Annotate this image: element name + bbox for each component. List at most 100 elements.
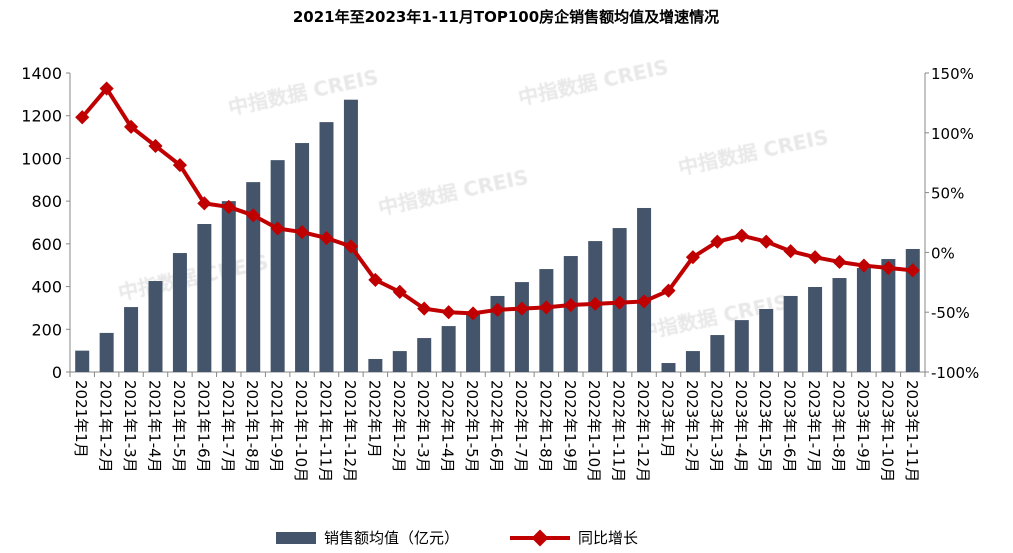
- x-tick-label: 2021年1-10月: [292, 380, 310, 482]
- bar-2023年1-6月: [783, 295, 798, 372]
- bar-2023年1-11月: [905, 248, 920, 372]
- x-tick-label: 2023年1-6月: [781, 380, 799, 473]
- x-tick-label: 2021年1-8月: [243, 380, 261, 473]
- bar-2021年1-9月: [270, 160, 285, 372]
- x-tick-label: 2023年1月: [659, 380, 677, 458]
- bar-2022年1-12月: [637, 207, 652, 372]
- growth-point-2021年1-9月: [270, 221, 285, 236]
- x-tick-label: 2021年1-4月: [146, 380, 164, 473]
- bar-2021年1-12月: [343, 99, 358, 373]
- growth-point-2022年1-8月: [539, 300, 554, 315]
- bar-2023年1月: [661, 363, 676, 372]
- left-tick-label: 1200: [21, 107, 62, 126]
- growth-point-2023年1-6月: [783, 244, 798, 259]
- bar-2023年1-5月: [759, 308, 774, 372]
- bar-2023年1-3月: [710, 335, 725, 372]
- right-tick-label: 0%: [931, 244, 955, 262]
- bar-2021年1-5月: [172, 253, 187, 372]
- left-tick-label: 600: [31, 235, 62, 254]
- legend-bar-label: 销售额均值（亿元）: [324, 529, 459, 547]
- x-tick-label: 2023年1-3月: [707, 380, 725, 473]
- growth-point-2022年1-3月: [417, 301, 432, 316]
- growth-point-2022年1-9月: [563, 297, 578, 313]
- x-tick-label: 2022年1-2月: [390, 380, 408, 473]
- bar-2022年1月: [368, 358, 383, 372]
- x-tick-label: 2021年1-11月: [317, 380, 335, 482]
- growth-point-2021年1-10月: [295, 224, 310, 240]
- bar-2022年1-3月: [417, 338, 432, 372]
- growth-point-2023年1月: [661, 283, 676, 298]
- growth-point-2021年1-6月: [197, 196, 212, 211]
- x-tick-label: 2022年1-3月: [414, 380, 432, 473]
- right-tick-label: 150%: [931, 65, 974, 83]
- growth-point-2021年1-8月: [246, 208, 261, 223]
- left-tick-label: 400: [31, 278, 62, 297]
- bar-2023年1-7月: [808, 286, 823, 372]
- x-tick-label: 2022年1-11月: [610, 380, 628, 482]
- growth-point-2022年1-2月: [392, 284, 407, 299]
- legend-line-marker: [531, 529, 549, 547]
- bar-2023年1-9月: [856, 267, 871, 372]
- bar-2022年1-8月: [539, 269, 554, 372]
- x-tick-label: 2023年1-4月: [732, 380, 750, 473]
- growth-point-2022年1-7月: [514, 301, 529, 316]
- legend-line-label: 同比增长: [578, 529, 638, 547]
- growth-point-2022年1-11月: [612, 295, 627, 310]
- bar-2023年1-4月: [734, 320, 749, 372]
- bar-2021年1-4月: [148, 281, 163, 372]
- bar-2022年1-9月: [563, 256, 578, 372]
- growth-point-2021年1-11月: [319, 230, 334, 246]
- x-tick-label: 2021年1-12月: [341, 380, 359, 482]
- right-tick-label: -100%: [931, 364, 979, 382]
- bar-2021年1-10月: [295, 143, 310, 372]
- right-tick-label: -50%: [931, 304, 970, 322]
- x-tick-label: 2021年1-3月: [121, 380, 139, 473]
- bar-2021年1-8月: [246, 182, 261, 372]
- growth-point-2023年1-9月: [856, 258, 871, 273]
- growth-point-2023年1-4月: [734, 228, 749, 243]
- x-tick-label: 2021年1-9月: [268, 380, 286, 473]
- x-tick-label: 2022年1-12月: [634, 380, 652, 482]
- bar-2022年1-4月: [441, 326, 456, 372]
- bar-2021年1月: [75, 350, 90, 372]
- growth-point-2022年1-12月: [637, 294, 652, 309]
- x-tick-label: 2021年1-7月: [219, 380, 237, 473]
- bar-series: [75, 99, 920, 373]
- growth-point-2022年1月: [368, 272, 383, 287]
- bar-2021年1-7月: [221, 201, 236, 372]
- line-series: [75, 81, 920, 321]
- x-axis-labels: 2021年1月 2021年1-2月 2021年1-3月 2021年1-4月 2021年1…: [72, 380, 921, 482]
- growth-point-2023年1-8月: [832, 254, 847, 270]
- left-tick-label: 800: [31, 192, 62, 211]
- x-tick-label: 2022年1-7月: [512, 380, 530, 473]
- bar-2023年1-8月: [832, 278, 847, 372]
- growth-point-2021年1-5月: [172, 158, 187, 173]
- x-tick-label: 2022年1-9月: [561, 380, 579, 473]
- x-tick-label: 2023年1-2月: [683, 380, 701, 473]
- x-tick-label: 2022年1-10月: [585, 380, 603, 482]
- growth-point-2022年1-5月: [466, 306, 481, 321]
- x-tick-label: 2021年1月: [72, 380, 90, 458]
- x-tick-label: 2022年1月: [365, 380, 383, 458]
- growth-point-2022年1-10月: [588, 296, 603, 311]
- bar-2022年1-6月: [490, 295, 505, 372]
- x-tick-label: 2021年1-2月: [97, 380, 115, 473]
- growth-point-2023年1-7月: [808, 250, 823, 265]
- left-tick-label: 200: [31, 320, 62, 339]
- x-tick-label: 2021年1-5月: [170, 380, 188, 473]
- bar-2022年1-5月: [466, 312, 481, 372]
- growth-point-2023年1-2月: [685, 250, 700, 265]
- legend: 销售额均值（亿元） 同比增长: [276, 529, 638, 547]
- x-tick-label: 2023年1-9月: [854, 380, 872, 473]
- x-tick-label: 2022年1-8月: [536, 380, 554, 473]
- right-tick-label: 100%: [931, 125, 974, 143]
- left-tick-label: 1000: [21, 149, 62, 168]
- x-tick-label: 2021年1-6月: [194, 380, 212, 473]
- legend-bar-swatch: [276, 532, 316, 544]
- growth-point-2021年1-7月: [221, 199, 236, 215]
- x-tick-label: 2023年1-5月: [756, 380, 774, 473]
- growth-point-2021年1-12月: [343, 239, 358, 254]
